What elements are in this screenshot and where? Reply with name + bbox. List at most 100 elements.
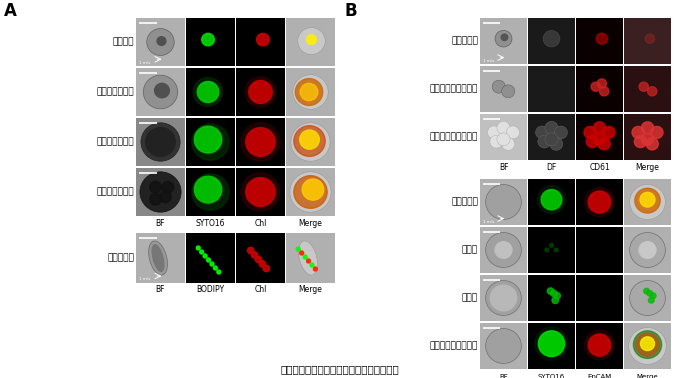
Circle shape	[538, 135, 551, 148]
Text: 赤血球: 赤血球	[462, 245, 478, 254]
Circle shape	[502, 85, 515, 98]
Circle shape	[140, 172, 181, 212]
Text: 循環がん細胞様細胞: 循環がん細胞様細胞	[430, 341, 478, 350]
Circle shape	[549, 243, 554, 247]
Circle shape	[313, 267, 318, 271]
Circle shape	[146, 128, 175, 156]
Circle shape	[245, 77, 276, 107]
Circle shape	[545, 133, 558, 146]
Text: SYTO16: SYTO16	[538, 374, 565, 378]
Circle shape	[585, 330, 615, 360]
Circle shape	[310, 263, 314, 267]
Circle shape	[490, 285, 517, 311]
Text: 単一血小板: 単一血小板	[451, 37, 478, 45]
Text: ユーグレナ: ユーグレナ	[107, 254, 134, 262]
Text: BF: BF	[156, 285, 165, 293]
Text: ヘマトコッカス: ヘマトコッカス	[97, 138, 134, 147]
Circle shape	[193, 77, 223, 106]
Circle shape	[594, 122, 606, 134]
Text: Chl: Chl	[254, 220, 267, 228]
Circle shape	[157, 37, 166, 45]
Circle shape	[495, 242, 512, 258]
Text: 血小板凝集块（小）: 血小板凝集块（小）	[430, 85, 478, 93]
Circle shape	[296, 247, 300, 251]
Circle shape	[588, 334, 611, 356]
Circle shape	[150, 194, 161, 205]
Circle shape	[486, 184, 522, 220]
Circle shape	[594, 133, 606, 145]
Circle shape	[602, 126, 615, 138]
Circle shape	[154, 84, 169, 98]
Circle shape	[598, 138, 611, 150]
Text: クロレラ: クロレラ	[112, 37, 134, 46]
Circle shape	[303, 255, 307, 259]
Circle shape	[147, 29, 174, 56]
Circle shape	[300, 130, 320, 149]
Circle shape	[554, 248, 558, 252]
Circle shape	[584, 126, 596, 138]
Circle shape	[490, 135, 503, 148]
Circle shape	[545, 121, 558, 134]
Circle shape	[298, 28, 325, 54]
Circle shape	[630, 232, 665, 268]
Circle shape	[645, 34, 655, 43]
Text: 白血球: 白血球	[462, 293, 478, 302]
Text: 肺がん細胞: 肺がん細胞	[451, 197, 478, 206]
Circle shape	[596, 33, 607, 44]
Circle shape	[636, 333, 659, 356]
Circle shape	[241, 123, 280, 161]
Circle shape	[293, 75, 328, 109]
Circle shape	[541, 190, 562, 210]
Text: BF: BF	[156, 220, 165, 228]
Circle shape	[249, 81, 272, 104]
Text: グロエオモナス: グロエオモナス	[97, 187, 134, 197]
Ellipse shape	[299, 241, 318, 275]
Circle shape	[639, 82, 649, 91]
Circle shape	[641, 122, 653, 134]
Circle shape	[639, 242, 656, 258]
Circle shape	[641, 337, 655, 351]
Circle shape	[300, 84, 318, 101]
Circle shape	[214, 266, 218, 270]
Circle shape	[497, 133, 510, 146]
Circle shape	[585, 187, 615, 217]
Text: BODIPY: BODIPY	[197, 285, 224, 293]
Circle shape	[549, 138, 563, 150]
Circle shape	[597, 79, 607, 88]
Circle shape	[192, 174, 229, 210]
Circle shape	[495, 30, 512, 47]
Circle shape	[202, 33, 214, 46]
Circle shape	[537, 186, 566, 214]
Text: Merge: Merge	[636, 374, 658, 378]
Circle shape	[192, 124, 229, 160]
Circle shape	[586, 136, 598, 147]
Text: 1 m/s: 1 m/s	[483, 59, 494, 63]
Circle shape	[551, 290, 557, 297]
Circle shape	[630, 184, 665, 220]
Text: 1 m/s: 1 m/s	[139, 277, 150, 282]
Circle shape	[600, 87, 609, 96]
Circle shape	[245, 178, 275, 206]
Text: 1 m/s: 1 m/s	[483, 220, 494, 224]
Circle shape	[647, 291, 653, 296]
Circle shape	[552, 297, 558, 304]
Circle shape	[647, 87, 657, 96]
Text: 1 m/s: 1 m/s	[139, 61, 150, 65]
Circle shape	[629, 328, 666, 364]
Text: 図２　本技術の汎用性実証のための撮像例: 図２ 本技術の汎用性実証のための撮像例	[281, 364, 399, 374]
Circle shape	[651, 126, 663, 138]
Circle shape	[536, 126, 549, 139]
Text: Chl: Chl	[254, 285, 267, 293]
Circle shape	[502, 138, 515, 150]
Circle shape	[501, 34, 508, 40]
Circle shape	[650, 293, 656, 299]
Circle shape	[200, 250, 203, 254]
Circle shape	[632, 126, 644, 138]
Circle shape	[217, 270, 221, 274]
Circle shape	[641, 133, 653, 145]
Circle shape	[539, 331, 564, 356]
Circle shape	[547, 288, 554, 294]
Circle shape	[141, 123, 180, 161]
Text: BF: BF	[499, 374, 508, 378]
Ellipse shape	[152, 245, 164, 271]
